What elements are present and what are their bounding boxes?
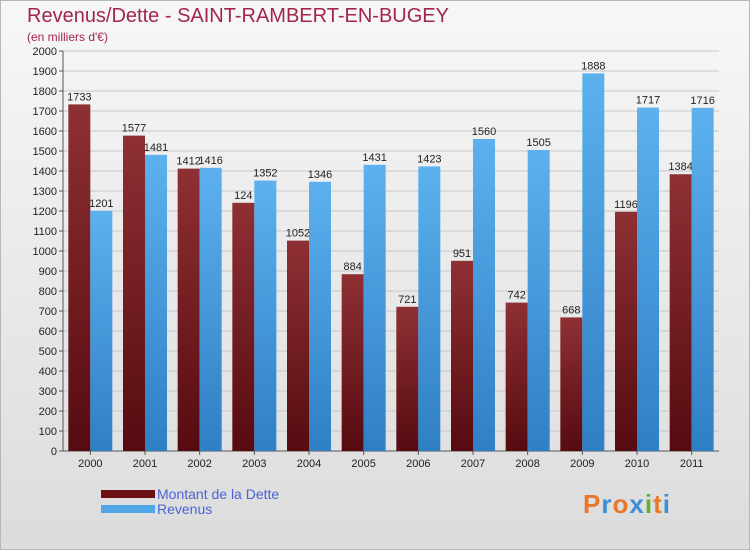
bar-label-revenus: 1201: [89, 198, 113, 210]
x-tick-label: 2009: [570, 458, 594, 470]
bar-label-revenus: 1431: [362, 152, 386, 164]
y-tick-label: 900: [39, 266, 57, 278]
bar-label-dette: 1412: [176, 156, 200, 168]
bar-label-revenus: 1505: [526, 137, 550, 149]
y-tick-label: 2000: [33, 46, 57, 58]
bar-label-revenus: 1346: [308, 169, 332, 181]
y-tick-label: 1400: [33, 166, 57, 178]
x-tick-label: 2001: [133, 458, 157, 470]
chart-subtitle: (en milliers d'€): [27, 30, 108, 44]
bar-dette: [615, 211, 637, 451]
bar-label-dette: 668: [562, 304, 580, 316]
bar-label-dette: 884: [343, 261, 361, 273]
x-tick-label: 2006: [406, 458, 430, 470]
bar-dette: [669, 174, 692, 451]
legend-label-revenus: Revenus: [157, 501, 213, 517]
bar-label-dette: 1384: [668, 161, 692, 173]
y-tick-label: 800: [39, 286, 57, 298]
bar-dette: [232, 202, 255, 451]
bar-label-revenus: 1423: [417, 153, 441, 165]
y-tick-label: 1800: [33, 86, 57, 98]
y-tick-label: 1500: [33, 146, 57, 158]
legend-swatch-dette: [101, 490, 155, 498]
y-tick-label: 1900: [33, 66, 57, 78]
bar-label-dette: 742: [507, 290, 525, 302]
bar-label-dette: 1052: [286, 228, 310, 240]
bar-revenus: [418, 166, 441, 451]
y-tick-label: 200: [39, 406, 57, 418]
bar-dette: [341, 274, 364, 451]
x-tick-label: 2004: [297, 458, 321, 470]
y-tick-label: 700: [39, 306, 57, 318]
bar-revenus: [527, 150, 550, 451]
chart-title: Revenus/Dette - SAINT-RAMBERT-EN-BUGEY: [27, 5, 449, 27]
bar-dette: [177, 168, 200, 451]
bar-label-dette: 951: [453, 248, 471, 260]
y-tick-label: 1700: [33, 106, 57, 118]
y-tick-label: 100: [39, 426, 57, 438]
x-tick-label: 2007: [461, 458, 485, 470]
y-tick-label: 0: [51, 446, 57, 458]
bar-revenus: [363, 164, 386, 452]
bar-label-revenus: 1352: [253, 168, 277, 180]
bar-revenus: [199, 167, 222, 452]
bar-label-revenus: 1416: [198, 155, 222, 167]
bar-revenus: [145, 154, 167, 452]
bar-label-revenus: 1888: [581, 60, 605, 72]
y-tick-label: 500: [39, 346, 57, 358]
bar-revenus: [691, 107, 714, 452]
bar-label-revenus: 1481: [144, 142, 168, 154]
y-tick-label: 300: [39, 386, 57, 398]
legend-label-dette: Montant de la Dette: [157, 486, 280, 502]
x-tick-label: 2010: [625, 458, 649, 470]
bar-dette: [123, 135, 145, 451]
x-tick-label: 2000: [78, 458, 102, 470]
bar-label-revenus: 1717: [636, 95, 660, 107]
x-tick-label: 2003: [242, 458, 266, 470]
y-tick-label: 400: [39, 366, 57, 378]
bar-label-dette: 721: [398, 294, 416, 306]
bar-revenus: [637, 107, 659, 451]
bar-revenus: [473, 139, 495, 451]
legend-swatch-revenus: [101, 505, 155, 513]
y-tick-label: 1100: [33, 226, 57, 238]
bar-dette: [505, 302, 528, 451]
bar-revenus: [254, 180, 277, 451]
bar-label-dette: 1196: [614, 199, 638, 211]
y-tick-label: 1000: [33, 246, 57, 258]
bar-revenus: [309, 181, 331, 452]
bar-dette: [451, 260, 473, 451]
x-tick-label: 2002: [187, 458, 211, 470]
bar-label-revenus: 1716: [690, 95, 714, 107]
bar-revenus: [90, 210, 113, 451]
y-tick-label: 1200: [33, 206, 57, 218]
bar-label-dette: 1733: [67, 91, 91, 103]
y-tick-label: 1600: [33, 126, 57, 138]
bar-dette: [287, 240, 309, 451]
proxiti-logo: Proxiti: [583, 489, 671, 519]
bar-revenus: [582, 73, 605, 452]
bar-label-dette: 1577: [122, 123, 146, 135]
bar-dette: [396, 306, 419, 451]
bar-label-dette: 124: [234, 190, 252, 202]
x-tick-label: 2005: [351, 458, 375, 470]
y-tick-label: 1300: [33, 186, 57, 198]
x-tick-label: 2008: [515, 458, 539, 470]
bar-dette: [560, 317, 583, 451]
bar-dette: [68, 104, 91, 452]
x-tick-label: 2011: [680, 458, 704, 470]
bar-label-revenus: 1560: [472, 126, 496, 138]
y-tick-label: 600: [39, 326, 57, 338]
